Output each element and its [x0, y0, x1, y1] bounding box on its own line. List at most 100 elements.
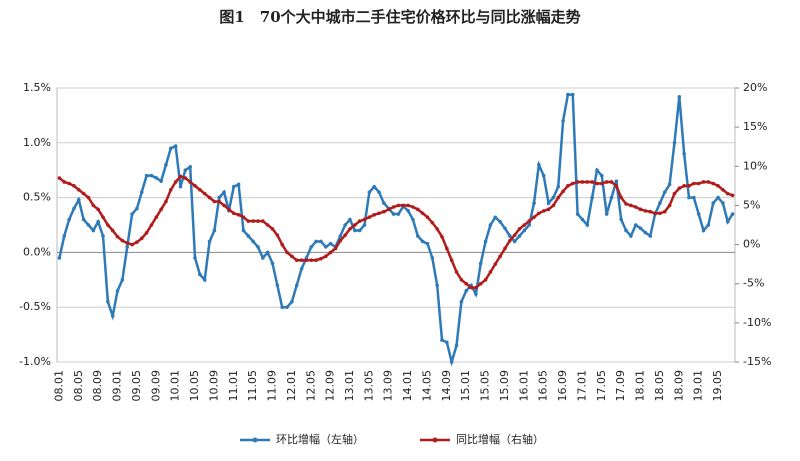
point [624, 228, 628, 233]
point [173, 180, 178, 184]
point [570, 181, 575, 186]
chart-title: 图1 70个大中城市二手住宅价格环比与同比涨幅走势 [219, 8, 580, 26]
point [512, 239, 517, 244]
point [415, 207, 420, 212]
point [198, 272, 202, 277]
point [222, 190, 226, 194]
point [522, 228, 527, 233]
point [464, 288, 469, 293]
point [401, 203, 406, 208]
point [139, 190, 144, 194]
point [115, 288, 120, 293]
point [600, 173, 604, 178]
legend-label: 同比增幅（右轴） [456, 432, 544, 446]
point [677, 94, 682, 99]
point [372, 213, 377, 217]
point [517, 227, 522, 231]
point [454, 270, 459, 274]
point [76, 187, 81, 192]
point [280, 305, 284, 310]
y-tick-label: 1.0% [23, 136, 51, 149]
point [222, 203, 226, 208]
point [130, 212, 134, 216]
point [629, 203, 633, 208]
point [183, 168, 188, 172]
point [411, 205, 415, 209]
y2-tick-label: -10% [743, 316, 771, 329]
x-tick-label: 13.09 [382, 370, 395, 402]
point [420, 239, 425, 244]
point [643, 209, 648, 213]
point [629, 234, 633, 238]
point [251, 219, 255, 223]
point [149, 223, 154, 227]
point [314, 239, 318, 244]
point [294, 283, 299, 288]
point [469, 285, 473, 290]
point [67, 181, 71, 186]
x-tick-label: 10.01 [169, 370, 182, 402]
x-tick-label: 09.09 [149, 370, 162, 402]
point [721, 187, 725, 192]
point [449, 360, 454, 364]
point [711, 201, 716, 205]
point [328, 250, 333, 255]
point [86, 195, 91, 200]
point [459, 278, 464, 282]
point [415, 234, 420, 238]
plot-frame [56, 87, 736, 363]
point [440, 234, 444, 239]
point [91, 203, 96, 208]
point [362, 217, 367, 222]
x-tick-label: 17.05 [595, 370, 608, 402]
point [672, 141, 677, 145]
point [493, 262, 498, 266]
point [633, 223, 638, 227]
point [144, 173, 149, 178]
point [648, 234, 653, 238]
point [241, 215, 246, 219]
point [154, 176, 159, 180]
point [357, 219, 362, 223]
point [561, 119, 565, 123]
point [139, 236, 144, 241]
y-tick-label: 0.0% [23, 245, 51, 258]
point [353, 228, 357, 233]
y2-tick-label: -15% [743, 355, 771, 368]
point [81, 191, 86, 196]
point [265, 250, 270, 255]
point [721, 201, 725, 205]
point [377, 190, 381, 194]
point [62, 180, 67, 184]
point [328, 241, 333, 246]
point [648, 209, 653, 214]
point [62, 234, 67, 238]
point [101, 215, 105, 219]
point [159, 207, 163, 212]
point [246, 234, 251, 238]
point [570, 92, 575, 97]
point [386, 207, 391, 212]
x-tick-label: 11.05 [246, 370, 259, 402]
point [236, 182, 241, 187]
point [677, 186, 682, 191]
point [590, 180, 594, 184]
x-tick-label: 16.05 [537, 370, 550, 402]
point [120, 278, 125, 282]
y-tick-label: 0.5% [23, 191, 51, 204]
point [382, 209, 386, 214]
point [106, 299, 110, 304]
point [580, 180, 585, 184]
point [643, 230, 648, 235]
point [357, 228, 362, 233]
point [135, 240, 139, 245]
point [604, 212, 609, 216]
point [498, 219, 502, 224]
series-line [58, 93, 734, 367]
x-tick-label: 09.01 [111, 370, 124, 402]
x-tick-label: 11.09 [266, 370, 279, 402]
point [96, 207, 100, 212]
x-tick-label: 09.05 [130, 370, 143, 402]
point [261, 219, 265, 223]
point [396, 212, 401, 216]
